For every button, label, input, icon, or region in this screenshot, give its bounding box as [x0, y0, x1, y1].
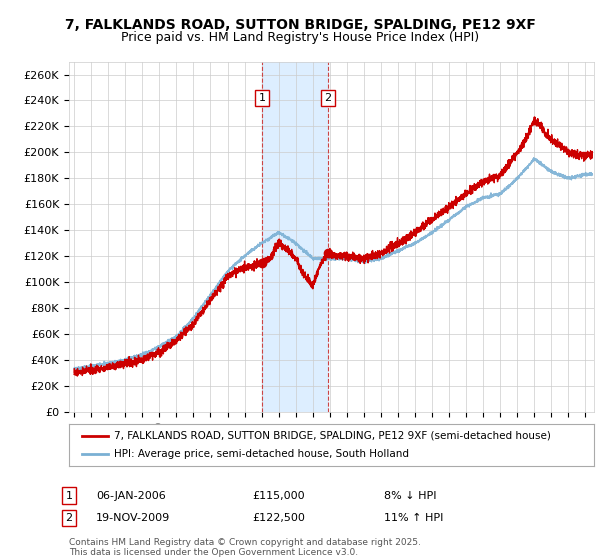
Text: 11% ↑ HPI: 11% ↑ HPI: [384, 513, 443, 523]
Text: 7, FALKLANDS ROAD, SUTTON BRIDGE, SPALDING, PE12 9XF: 7, FALKLANDS ROAD, SUTTON BRIDGE, SPALDI…: [65, 18, 535, 32]
Text: 2: 2: [325, 93, 331, 103]
Text: 8% ↓ HPI: 8% ↓ HPI: [384, 491, 437, 501]
Text: 06-JAN-2006: 06-JAN-2006: [96, 491, 166, 501]
Text: 1: 1: [65, 491, 73, 501]
Text: 19-NOV-2009: 19-NOV-2009: [96, 513, 170, 523]
Text: Price paid vs. HM Land Registry's House Price Index (HPI): Price paid vs. HM Land Registry's House …: [121, 31, 479, 44]
Text: £115,000: £115,000: [252, 491, 305, 501]
Text: 2: 2: [65, 513, 73, 523]
Text: £122,500: £122,500: [252, 513, 305, 523]
Text: HPI: Average price, semi-detached house, South Holland: HPI: Average price, semi-detached house,…: [113, 449, 409, 459]
Text: 1: 1: [259, 93, 265, 103]
Bar: [262, 62, 328, 412]
Text: 7, FALKLANDS ROAD, SUTTON BRIDGE, SPALDING, PE12 9XF (semi-detached house): 7, FALKLANDS ROAD, SUTTON BRIDGE, SPALDI…: [113, 431, 551, 441]
Text: Contains HM Land Registry data © Crown copyright and database right 2025.
This d: Contains HM Land Registry data © Crown c…: [69, 538, 421, 557]
